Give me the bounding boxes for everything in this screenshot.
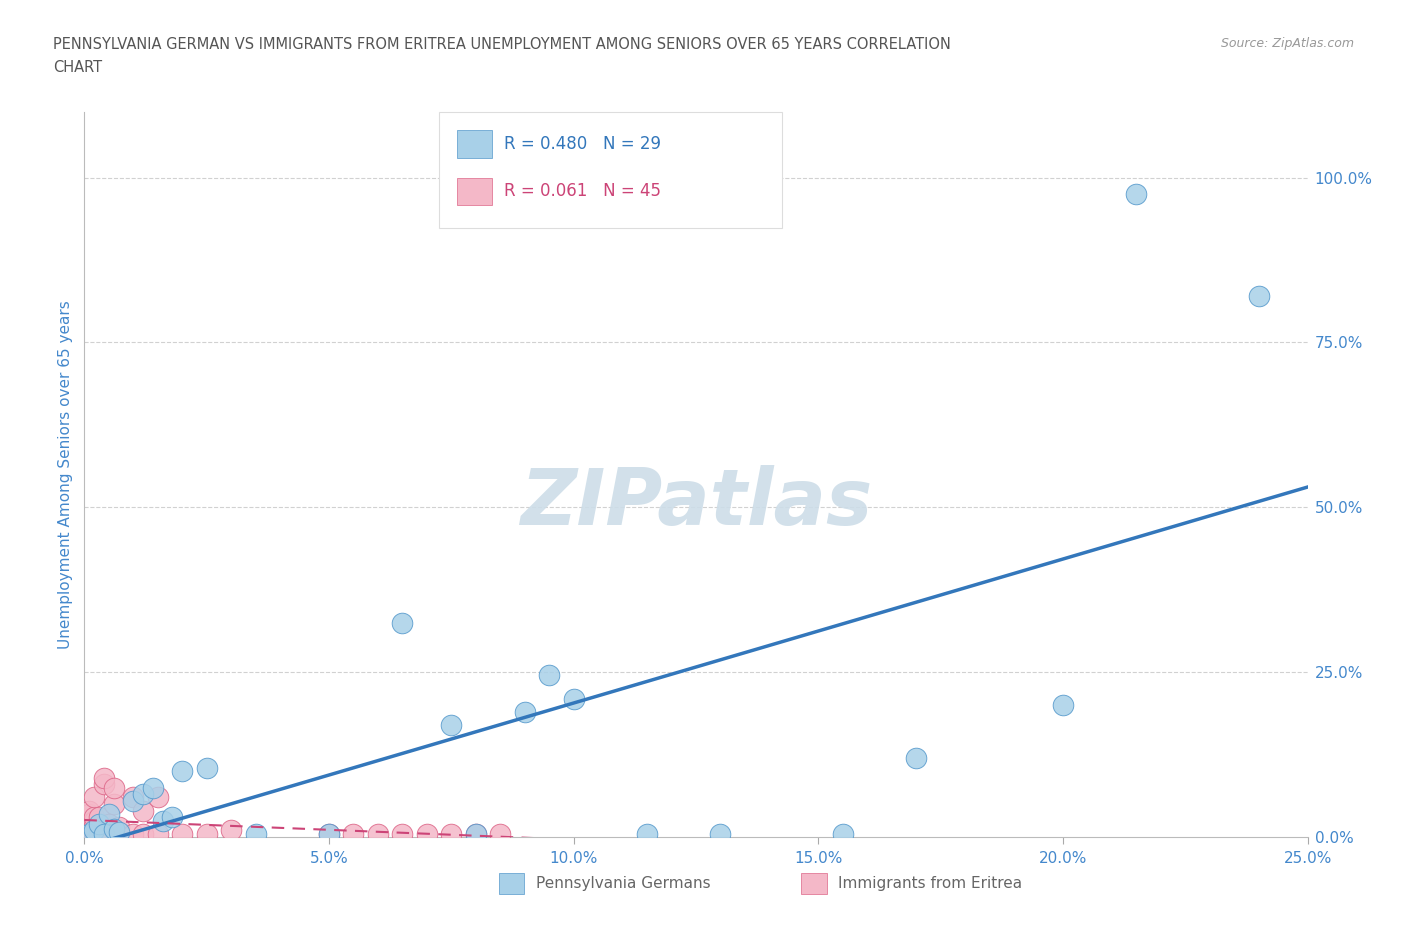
Point bbox=[172, 764, 194, 778]
Text: R = 0.480   N = 29: R = 0.480 N = 29 bbox=[503, 135, 661, 153]
Point bbox=[77, 826, 100, 841]
Point bbox=[122, 826, 145, 841]
Bar bbox=[457, 130, 492, 158]
Point bbox=[103, 780, 125, 795]
Point bbox=[87, 810, 110, 825]
Point bbox=[146, 790, 169, 804]
Point bbox=[77, 828, 100, 843]
Point bbox=[342, 826, 364, 841]
Point bbox=[107, 824, 129, 839]
Point bbox=[83, 819, 105, 834]
Point bbox=[77, 821, 100, 836]
Point bbox=[195, 761, 218, 776]
Y-axis label: Unemployment Among Seniors over 65 years: Unemployment Among Seniors over 65 years bbox=[58, 300, 73, 649]
Point bbox=[93, 777, 115, 791]
Point bbox=[440, 826, 463, 841]
Point bbox=[87, 819, 110, 834]
Point bbox=[83, 790, 105, 804]
Point bbox=[464, 826, 486, 841]
Point bbox=[440, 717, 463, 732]
Text: Immigrants from Eritrea: Immigrants from Eritrea bbox=[838, 876, 1022, 891]
Point bbox=[489, 826, 512, 841]
Point bbox=[83, 813, 105, 828]
Point bbox=[1247, 289, 1270, 304]
Point bbox=[122, 793, 145, 808]
Text: Pennsylvania Germans: Pennsylvania Germans bbox=[536, 876, 710, 891]
Point bbox=[122, 790, 145, 804]
Point bbox=[103, 821, 125, 836]
Point bbox=[77, 829, 100, 844]
Text: PENNSYLVANIA GERMAN VS IMMIGRANTS FROM ERITREA UNEMPLOYMENT AMONG SENIORS OVER 6: PENNSYLVANIA GERMAN VS IMMIGRANTS FROM E… bbox=[53, 37, 952, 52]
Point bbox=[219, 823, 242, 838]
Point bbox=[318, 826, 340, 841]
Point bbox=[146, 826, 169, 841]
Point bbox=[97, 817, 120, 831]
Point bbox=[162, 810, 184, 825]
Bar bbox=[457, 178, 492, 206]
Point bbox=[132, 804, 155, 818]
Point bbox=[93, 770, 115, 785]
Point bbox=[77, 824, 100, 839]
Point bbox=[1052, 698, 1074, 712]
Point bbox=[152, 813, 174, 828]
Point bbox=[77, 817, 100, 831]
Point bbox=[83, 823, 105, 838]
Point bbox=[391, 616, 413, 631]
Text: Source: ZipAtlas.com: Source: ZipAtlas.com bbox=[1220, 37, 1354, 50]
Point bbox=[97, 806, 120, 821]
Point bbox=[132, 826, 155, 841]
Point bbox=[103, 797, 125, 812]
Point bbox=[195, 826, 218, 841]
Text: ZIPatlas: ZIPatlas bbox=[520, 465, 872, 541]
Point bbox=[93, 826, 115, 841]
Point bbox=[416, 826, 439, 841]
Point bbox=[142, 780, 165, 795]
Point bbox=[464, 826, 486, 841]
Point bbox=[87, 817, 110, 831]
Point bbox=[562, 691, 585, 706]
Point bbox=[318, 826, 340, 841]
Point bbox=[83, 828, 105, 843]
Point bbox=[77, 813, 100, 828]
Point bbox=[513, 704, 536, 719]
Point bbox=[1125, 187, 1147, 202]
Point bbox=[97, 828, 120, 843]
Point bbox=[87, 826, 110, 841]
Text: CHART: CHART bbox=[53, 60, 103, 75]
Point bbox=[97, 823, 120, 838]
Point bbox=[77, 804, 100, 818]
Point bbox=[83, 824, 105, 839]
Point bbox=[172, 826, 194, 841]
Point bbox=[538, 668, 561, 683]
Point bbox=[245, 826, 267, 841]
Point bbox=[391, 826, 413, 841]
Point bbox=[83, 810, 105, 825]
FancyBboxPatch shape bbox=[439, 112, 782, 228]
Point bbox=[77, 826, 100, 841]
Point bbox=[709, 826, 731, 841]
Point bbox=[77, 823, 100, 838]
Point bbox=[107, 828, 129, 843]
Point bbox=[77, 806, 100, 821]
Point bbox=[367, 826, 389, 841]
Point bbox=[831, 826, 853, 841]
Point bbox=[132, 787, 155, 802]
Text: R = 0.061   N = 45: R = 0.061 N = 45 bbox=[503, 182, 661, 200]
Point bbox=[107, 819, 129, 834]
Point bbox=[905, 751, 928, 765]
Point bbox=[636, 826, 658, 841]
